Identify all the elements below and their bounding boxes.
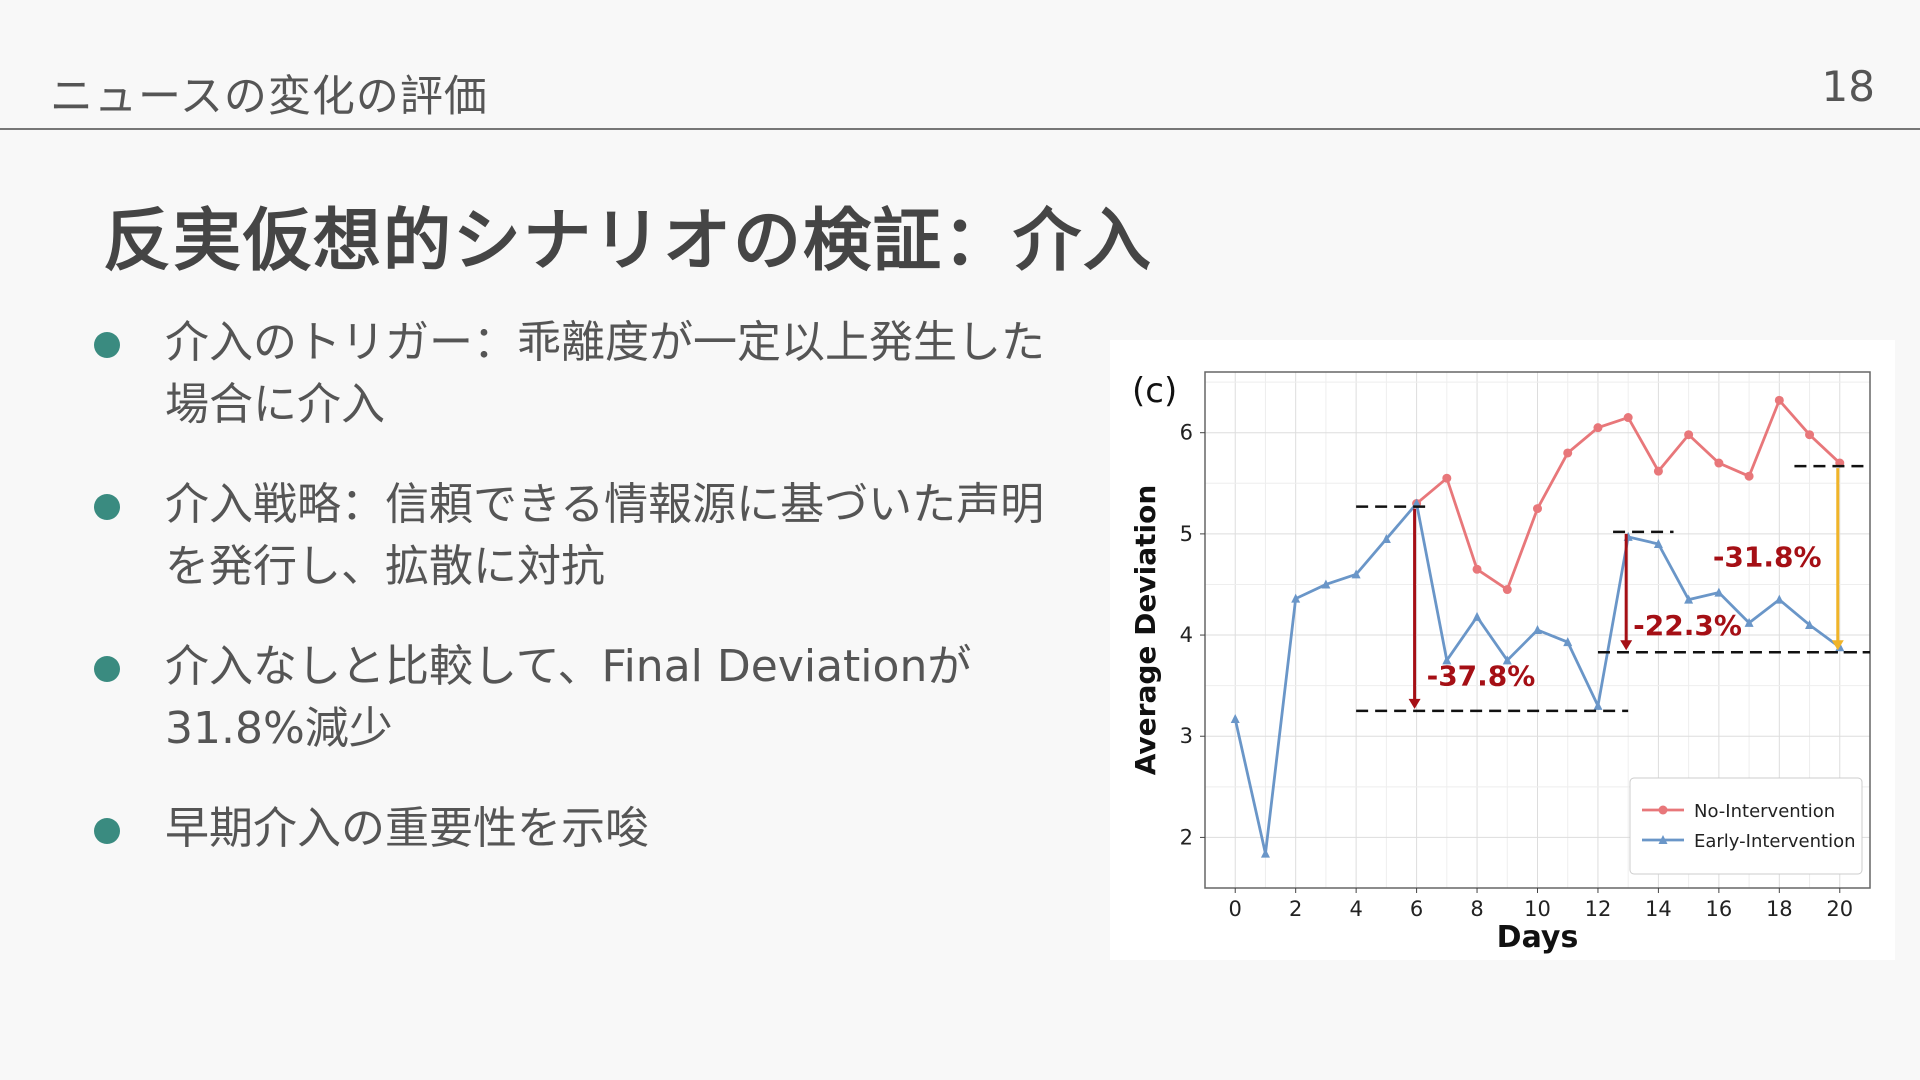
bullet-text: 介入戦略：信頼できる情報源に基づいた声明を発行し、拡散に対抗 bbox=[165, 479, 1045, 592]
data-point bbox=[1260, 848, 1270, 858]
data-point bbox=[1684, 594, 1694, 604]
annotation-label: -31.8% bbox=[1713, 540, 1822, 573]
x-tick-label: 20 bbox=[1826, 897, 1853, 921]
legend-box bbox=[1629, 777, 1863, 875]
annotation-label: -22.3% bbox=[1633, 609, 1742, 642]
bullet-text: 介入のトリガー：乖離度が一定以上発生した場合に介入 bbox=[165, 317, 1045, 430]
data-point bbox=[1684, 430, 1694, 440]
data-point bbox=[1502, 655, 1512, 665]
legend-label: No-Intervention bbox=[1694, 801, 1835, 822]
data-point bbox=[1744, 617, 1754, 627]
bullet-item: 介入なしと比較して、Final Deviationが31.8%減少 bbox=[90, 636, 1050, 760]
data-point bbox=[1533, 625, 1542, 634]
data-point bbox=[1533, 504, 1542, 514]
chart-figure: 0 2 4 6 8 10 12 14 16 18 20 2 3 4 5 6 Days Average Deviat… bbox=[1110, 340, 1895, 960]
data-point bbox=[1714, 458, 1724, 468]
y-tick-label: 4 bbox=[1180, 623, 1193, 647]
x-axis-label: Days bbox=[1497, 920, 1579, 955]
annotation-arrowhead bbox=[1408, 698, 1421, 709]
data-point bbox=[1381, 533, 1391, 543]
x-tick-label: 16 bbox=[1705, 897, 1732, 921]
data-point bbox=[1442, 655, 1452, 665]
x-tick-label: 12 bbox=[1585, 897, 1612, 921]
section-title: ニュースの変化の評価 bbox=[50, 72, 488, 122]
x-tick-label: 4 bbox=[1349, 897, 1362, 921]
data-point bbox=[1623, 413, 1633, 423]
annotation-label: -37.8% bbox=[1427, 660, 1536, 693]
bullet-list: 介入のトリガー：乖離度が一定以上発生した場合に介入 介入戦略：信頼できる情報源に… bbox=[90, 312, 1050, 898]
data-point bbox=[1653, 466, 1663, 476]
data-point bbox=[1805, 619, 1815, 629]
data-point bbox=[1593, 700, 1603, 710]
data-point bbox=[1653, 539, 1663, 548]
x-tick-label: 10 bbox=[1524, 897, 1551, 921]
x-tick-label: 8 bbox=[1470, 897, 1483, 921]
data-point bbox=[1291, 593, 1301, 603]
bullet-text: 介入なしと比較して、Final Deviationが31.8%減少 bbox=[165, 641, 972, 754]
data-point bbox=[1442, 473, 1452, 483]
y-tick-label: 2 bbox=[1180, 825, 1193, 849]
bullet-dot-icon bbox=[94, 332, 120, 358]
data-point bbox=[1321, 579, 1331, 589]
x-tick-label: 6 bbox=[1410, 897, 1423, 921]
bullet-item: 介入戦略：信頼できる情報源に基づいた声明を発行し、拡散に対抗 bbox=[90, 474, 1050, 598]
data-point bbox=[1744, 471, 1754, 481]
data-point bbox=[1563, 637, 1573, 647]
legend-marker bbox=[1658, 835, 1668, 844]
x-tick-label: 14 bbox=[1645, 897, 1672, 921]
data-point bbox=[1774, 594, 1784, 604]
y-axis-label: Average Deviation bbox=[1129, 485, 1162, 776]
data-point bbox=[1351, 569, 1361, 579]
data-point bbox=[1563, 448, 1573, 458]
x-tick-label: 2 bbox=[1289, 897, 1302, 921]
data-point bbox=[1502, 585, 1512, 595]
y-tick-label: 3 bbox=[1180, 724, 1193, 748]
y-tick-label: 6 bbox=[1180, 421, 1193, 445]
legend-marker bbox=[1658, 805, 1668, 815]
y-tick-label: 5 bbox=[1180, 522, 1193, 546]
header-divider bbox=[0, 128, 1920, 130]
annotation-arrowhead bbox=[1620, 640, 1633, 651]
bullet-item: 早期介入の重要性を示唆 bbox=[90, 798, 1050, 860]
data-point bbox=[1774, 395, 1784, 405]
data-point bbox=[1472, 564, 1482, 574]
data-point bbox=[1805, 430, 1815, 440]
bullet-item: 介入のトリガー：乖離度が一定以上発生した場合に介入 bbox=[90, 312, 1050, 436]
x-tick-label: 18 bbox=[1766, 897, 1793, 921]
slide-title: 反実仮想的シナリオの検証：介入 bbox=[103, 202, 1154, 281]
data-point bbox=[1593, 423, 1603, 433]
data-point bbox=[1472, 611, 1482, 621]
bullet-text: 早期介入の重要性を示唆 bbox=[165, 803, 649, 854]
legend-label: Early-Intervention bbox=[1694, 831, 1856, 852]
bullet-dot-icon bbox=[94, 818, 120, 844]
data-point bbox=[1714, 587, 1724, 597]
page-number: 18 bbox=[1821, 62, 1875, 111]
panel-label: (c) bbox=[1132, 371, 1177, 411]
bullet-dot-icon bbox=[94, 656, 120, 682]
deviation-chart: 0 2 4 6 8 10 12 14 16 18 20 2 3 4 5 6 Days Average Deviat… bbox=[1129, 371, 1871, 955]
annotation-arrowhead bbox=[1831, 640, 1844, 651]
data-point bbox=[1230, 714, 1240, 724]
x-tick-label: 0 bbox=[1229, 897, 1242, 921]
bullet-dot-icon bbox=[94, 494, 120, 520]
data-point bbox=[1412, 498, 1422, 508]
